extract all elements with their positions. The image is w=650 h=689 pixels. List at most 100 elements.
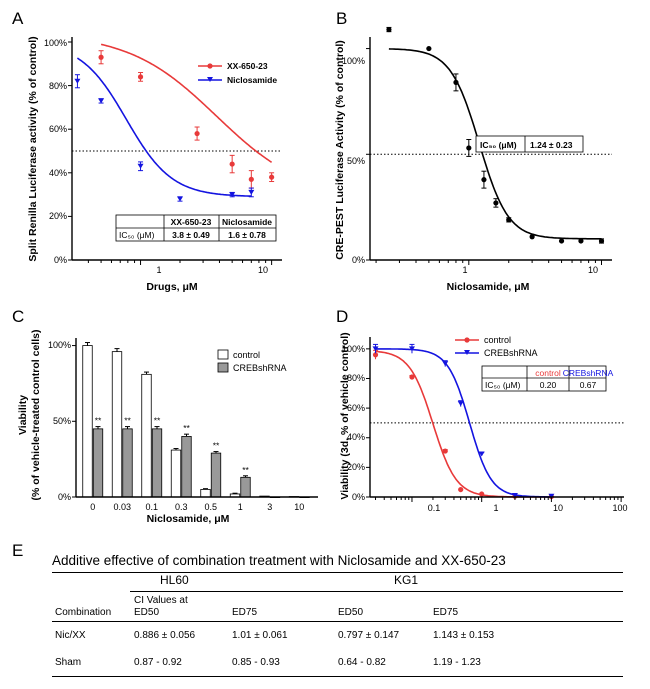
a-data-point (137, 74, 144, 80)
a-data-point (176, 196, 183, 202)
table-e-group-hl60: HL60 (160, 573, 189, 587)
d-xtick: 100 (612, 503, 627, 513)
c-y-label-line1: Viability (17, 395, 29, 435)
table-e-cell: 0.87 - 0.92 (134, 657, 182, 668)
table-e-row-label: Sham (55, 657, 82, 668)
c-bar (170, 449, 182, 498)
d-y-label: Viability (3d, % of vehicle control) (339, 332, 351, 499)
table-e-col-ed75: ED75 (232, 607, 258, 618)
c-xtick: 10 (294, 502, 304, 512)
table-e-cell: 1.01 ± 0.061 (232, 630, 288, 641)
a-xtick: 10 (258, 265, 268, 275)
b-ytick: 0% (352, 255, 365, 265)
a-data-point (229, 161, 235, 167)
c-bar (141, 373, 152, 498)
d-data-point (408, 346, 415, 352)
a-table-header: Niclosamide (222, 217, 272, 227)
c-xtick: 0 (90, 502, 95, 512)
c-xtick: 0.5 (204, 502, 217, 512)
d-data-point (478, 451, 485, 457)
b-data-point (598, 238, 605, 244)
table-e-header-rule (52, 621, 623, 622)
a-xtick: 1 (156, 265, 161, 275)
c-xtick: 3 (267, 502, 272, 512)
table-e-group-kg1: KG1 (394, 573, 419, 587)
b-ic50-box: IC₅₀ (μM) 1.24 ± 0.23 (475, 135, 584, 153)
b-ic50-value: 1.24 ± 0.23 (530, 140, 573, 150)
b-data-point (529, 234, 535, 240)
table-e-row-label: Nic/XX (55, 630, 86, 641)
d-ytick: 20% (347, 462, 365, 472)
table-e-title: Additive effective of combination treatm… (52, 553, 506, 568)
b-ytick: 50% (347, 156, 365, 166)
chart-c: 0 ** 0.03 ** 0.1 ** 0.3 ** 0.5 ** 1 ** 3 10 0% 50% 10… (17, 330, 318, 525)
a-data-point (137, 163, 144, 169)
b-data-point (558, 238, 565, 244)
a-y-label: Split Renilla Luciferase activity (% of … (27, 36, 39, 261)
c-x-label: Niclosamide, μM (147, 513, 230, 525)
d-table-value: 0.20 (540, 380, 557, 390)
b-data-point (386, 26, 392, 33)
table-e-col-ed50: ED50 (338, 607, 364, 618)
c-bar (82, 345, 93, 498)
b-xtick: 10 (588, 265, 598, 275)
d-ytick: 40% (347, 432, 365, 442)
a-ytick: 20% (49, 211, 67, 221)
table-e-cell: 1.143 ± 0.153 (433, 630, 495, 641)
d-data-point (442, 361, 449, 367)
c-legend-swatch-crebshrna (217, 362, 229, 373)
d-data-point (442, 448, 448, 454)
c-ytick: 100% (48, 340, 71, 350)
a-ytick: 100% (44, 38, 67, 48)
b-data-point (493, 200, 499, 206)
c-bar (200, 489, 211, 498)
table-e-col-ed75b: ED75 (433, 607, 459, 618)
table-e-cell: 0.886 ± 0.056 (134, 630, 196, 641)
a-ytick: 80% (49, 81, 67, 91)
c-significance-mark: ** (95, 416, 102, 426)
panel-label-d: D (336, 307, 348, 326)
a-fit-curve (76, 57, 252, 197)
c-bar (151, 428, 163, 498)
d-legend-marker-red (464, 337, 470, 343)
d-ytick: 100% (342, 344, 365, 354)
c-bar (92, 428, 104, 498)
d-xtick: 1 (493, 503, 498, 513)
d-legend-label: control (484, 335, 511, 345)
table-e-top-rule (52, 572, 623, 573)
table-e-ci-line2: ED50 (134, 607, 160, 618)
d-table-value: 0.67 (580, 380, 597, 390)
a-data-point (248, 176, 254, 182)
d-data-point (457, 401, 464, 407)
c-ytick: 50% (53, 416, 71, 426)
d-data-point (479, 491, 485, 497)
a-table-value: 3.8 ± 0.49 (172, 230, 210, 240)
c-xtick: 0.3 (175, 502, 188, 512)
c-significance-mark: ** (183, 423, 190, 433)
a-data-point (74, 78, 81, 84)
table-e-ci-line1: CI Values at (134, 595, 188, 606)
figure-canvas: A B C D 0% 20% 40% 60% 80% 100% 1 10 Dru… (12, 9, 628, 525)
d-table-header: CREBshRNA (563, 368, 614, 378)
a-ytick: 60% (49, 124, 67, 134)
d-ytick: 80% (347, 373, 365, 383)
a-ytick: 0% (54, 255, 67, 265)
b-data-point (578, 238, 584, 244)
c-legend-label: control (233, 350, 260, 360)
c-xtick: 1 (238, 502, 243, 512)
b-data-point (481, 177, 487, 183)
a-fit-curve (100, 43, 273, 163)
c-ytick: 0% (58, 492, 71, 502)
b-ytick: 100% (342, 56, 365, 66)
c-bar (181, 436, 192, 498)
panel-label-a: A (12, 9, 24, 28)
c-legend-label: CREBshRNA (233, 363, 287, 373)
b-y-label: CRE-PEST Luciferase Activity (% of contr… (334, 40, 346, 260)
d-data-point (372, 352, 379, 358)
a-legend-label: XX-650-23 (227, 61, 268, 71)
a-legend-marker-blue (207, 77, 213, 82)
d-data-point (511, 493, 518, 499)
table-e-bottom-rule (52, 676, 623, 677)
c-xtick: 0.03 (113, 502, 131, 512)
table-e-cell: 0.85 - 0.93 (232, 657, 280, 668)
